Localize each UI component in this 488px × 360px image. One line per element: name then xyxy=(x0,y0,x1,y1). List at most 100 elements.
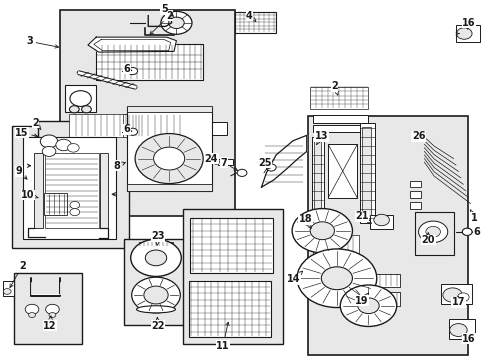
Circle shape xyxy=(70,208,80,216)
Circle shape xyxy=(425,226,440,237)
Bar xyxy=(455,24,479,42)
Bar xyxy=(96,44,203,80)
Ellipse shape xyxy=(136,306,175,313)
Bar xyxy=(448,319,474,339)
Circle shape xyxy=(442,288,461,302)
Circle shape xyxy=(461,228,471,235)
Text: 8: 8 xyxy=(113,161,125,171)
Circle shape xyxy=(70,202,80,208)
Circle shape xyxy=(449,324,466,337)
Text: 22: 22 xyxy=(151,317,164,331)
Bar xyxy=(12,126,128,248)
Circle shape xyxy=(130,239,181,276)
Text: 3: 3 xyxy=(26,36,59,48)
Bar xyxy=(100,153,108,228)
Circle shape xyxy=(145,250,166,266)
Polygon shape xyxy=(88,37,176,52)
Circle shape xyxy=(291,208,352,253)
Bar xyxy=(34,153,43,228)
Bar xyxy=(366,274,399,287)
Circle shape xyxy=(3,289,11,294)
Bar xyxy=(218,158,232,165)
Circle shape xyxy=(45,304,59,314)
Text: 2: 2 xyxy=(150,11,172,35)
Text: 6: 6 xyxy=(472,227,479,237)
Circle shape xyxy=(212,159,219,164)
Text: 20: 20 xyxy=(421,233,434,245)
Circle shape xyxy=(25,304,39,314)
Circle shape xyxy=(143,286,168,304)
Text: 6: 6 xyxy=(123,124,132,134)
Bar xyxy=(38,121,86,162)
Text: 24: 24 xyxy=(204,154,218,163)
Circle shape xyxy=(127,128,137,135)
Bar xyxy=(193,122,227,135)
Bar xyxy=(64,85,96,112)
Bar xyxy=(360,123,374,223)
Bar xyxy=(369,215,392,229)
Bar xyxy=(409,202,420,208)
Bar xyxy=(126,184,211,191)
Bar xyxy=(313,141,320,219)
Bar xyxy=(126,106,211,112)
Text: 1: 1 xyxy=(469,210,476,222)
Bar xyxy=(307,116,467,355)
Text: 16: 16 xyxy=(462,333,475,344)
Circle shape xyxy=(131,277,180,313)
Text: 13: 13 xyxy=(314,131,327,144)
Text: 18: 18 xyxy=(298,214,311,229)
Circle shape xyxy=(457,293,468,301)
Text: 11: 11 xyxy=(216,322,229,351)
Circle shape xyxy=(461,228,471,235)
Circle shape xyxy=(153,147,184,170)
Bar xyxy=(309,87,368,109)
Text: 2: 2 xyxy=(330,81,338,95)
Bar xyxy=(409,181,420,187)
Circle shape xyxy=(357,298,378,314)
Circle shape xyxy=(49,312,56,318)
Bar xyxy=(441,284,470,304)
Bar xyxy=(23,137,116,239)
Text: 2: 2 xyxy=(32,118,41,130)
Bar xyxy=(312,125,368,132)
Polygon shape xyxy=(261,135,306,187)
Text: 16: 16 xyxy=(462,18,475,29)
Bar xyxy=(60,10,234,216)
Circle shape xyxy=(127,67,137,75)
Bar xyxy=(40,189,84,217)
Bar xyxy=(312,235,358,255)
Circle shape xyxy=(418,221,447,243)
Bar xyxy=(123,239,187,325)
Circle shape xyxy=(29,312,35,318)
Circle shape xyxy=(456,28,471,39)
Text: 12: 12 xyxy=(43,316,57,331)
Circle shape xyxy=(40,135,58,148)
Bar xyxy=(188,281,271,337)
Bar xyxy=(327,144,357,198)
Bar xyxy=(312,260,358,280)
Circle shape xyxy=(70,91,91,107)
Text: 9: 9 xyxy=(16,166,27,179)
Text: 10: 10 xyxy=(21,190,38,200)
Circle shape xyxy=(56,139,71,151)
Bar xyxy=(122,114,186,137)
Text: 14: 14 xyxy=(287,271,302,284)
Text: 5: 5 xyxy=(161,4,173,16)
Circle shape xyxy=(161,12,192,34)
Circle shape xyxy=(168,17,184,28)
Text: 26: 26 xyxy=(411,131,425,141)
Circle shape xyxy=(296,249,376,307)
Circle shape xyxy=(67,144,79,152)
Bar xyxy=(14,273,82,344)
Circle shape xyxy=(266,164,276,171)
Circle shape xyxy=(373,214,388,226)
Bar xyxy=(183,208,283,344)
Bar xyxy=(43,193,67,215)
Bar xyxy=(414,212,453,255)
Circle shape xyxy=(237,169,246,176)
Bar xyxy=(409,192,420,198)
Text: 25: 25 xyxy=(258,158,271,168)
Text: 6: 6 xyxy=(123,64,132,73)
Text: 23: 23 xyxy=(151,231,164,245)
Circle shape xyxy=(321,267,352,290)
